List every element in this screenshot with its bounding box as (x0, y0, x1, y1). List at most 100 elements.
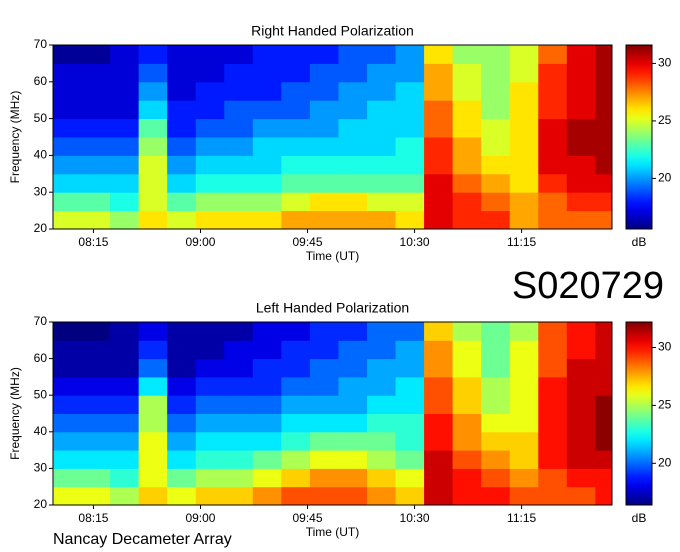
cell (395, 376, 425, 396)
cell (395, 468, 425, 488)
y-tick-label: 50 (34, 111, 48, 125)
cell (366, 340, 397, 360)
cell (366, 468, 397, 488)
cell (538, 358, 568, 378)
cell (309, 118, 339, 138)
colorbar-tick-label: 30 (658, 340, 672, 354)
cell (481, 173, 511, 193)
cell (538, 450, 568, 469)
cell (509, 137, 539, 156)
cell (366, 322, 397, 341)
cell (481, 376, 511, 396)
cell (538, 395, 568, 414)
cell (53, 100, 83, 120)
cell (138, 322, 168, 341)
cell (252, 340, 282, 360)
cell (195, 155, 225, 175)
cell (338, 192, 368, 212)
x-tick-label: 11:15 (507, 235, 536, 249)
cell (138, 340, 168, 360)
cell (509, 210, 539, 230)
cell (509, 100, 539, 120)
cell (452, 413, 482, 433)
cell (309, 376, 339, 396)
cell (538, 340, 568, 360)
cell (566, 210, 596, 230)
cell (452, 486, 482, 506)
cell (53, 413, 83, 433)
cell (281, 376, 311, 396)
x-tick-label: 09:45 (293, 511, 323, 525)
cell (167, 450, 197, 469)
cell (424, 210, 454, 230)
cell (281, 155, 311, 175)
cell (395, 63, 425, 83)
cell (595, 358, 613, 378)
cell (366, 210, 397, 230)
cell (81, 450, 111, 469)
cell (138, 395, 168, 414)
cell (424, 431, 454, 451)
cell (338, 118, 368, 138)
cell (53, 395, 83, 414)
cell (195, 340, 225, 360)
cell (509, 376, 539, 396)
cell (81, 63, 111, 83)
cell (424, 395, 454, 414)
y-axis-label: Frequency (MHz) (8, 367, 22, 460)
cell (366, 486, 397, 506)
cell (481, 155, 511, 175)
colorbar-tick-label: 25 (658, 113, 672, 127)
cell (424, 486, 454, 506)
cell (53, 468, 83, 488)
cell (252, 100, 282, 120)
plot-frame (52, 44, 613, 230)
cell (481, 413, 511, 433)
cell (138, 468, 168, 488)
cell (195, 137, 225, 156)
cell (138, 137, 168, 156)
y-tick-label: 70 (34, 37, 48, 51)
cell (366, 155, 397, 175)
cell (309, 137, 339, 156)
cell (138, 486, 168, 506)
cell (252, 431, 282, 451)
cell (538, 468, 568, 488)
cell (281, 486, 311, 506)
cell (167, 431, 197, 451)
cell (281, 63, 311, 83)
cell (138, 192, 168, 212)
cell (281, 468, 311, 488)
cell (195, 210, 225, 230)
cell (309, 413, 339, 433)
cell (281, 173, 311, 193)
cell (81, 137, 111, 156)
cell (424, 173, 454, 193)
cell (195, 173, 225, 193)
cell (167, 395, 197, 414)
cell (195, 100, 225, 120)
cell (195, 486, 225, 506)
y-tick-label: 20 (34, 221, 48, 235)
cell (481, 81, 511, 101)
cell (338, 63, 368, 83)
cell (452, 376, 482, 396)
cell (281, 192, 311, 212)
cell (252, 413, 282, 433)
cell (167, 413, 197, 433)
cell (538, 322, 568, 341)
cell (424, 192, 454, 212)
cell (110, 155, 140, 175)
x-tick-label: 08:15 (78, 235, 108, 249)
cell (481, 358, 511, 378)
cell (595, 340, 613, 360)
cell (252, 358, 282, 378)
cell (452, 118, 482, 138)
cell (595, 376, 613, 396)
cell (338, 210, 368, 230)
cell (366, 81, 397, 101)
cell (53, 450, 83, 469)
cell (110, 340, 140, 360)
cell (252, 81, 282, 101)
cell (224, 450, 254, 469)
